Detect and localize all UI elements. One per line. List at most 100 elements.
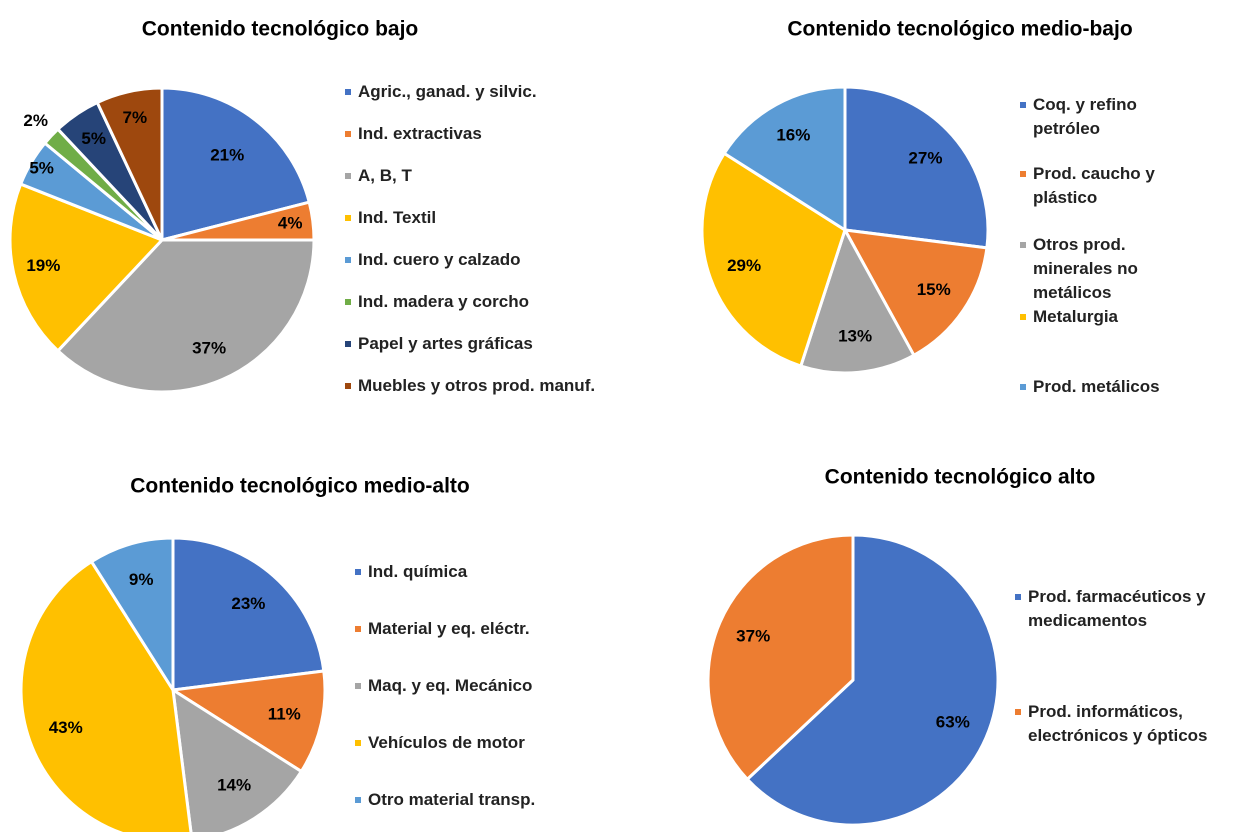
data-label: 43% <box>49 718 83 737</box>
pie-slice <box>843 85 990 250</box>
pie-slice <box>843 228 989 357</box>
legend-label: Prod. farmacéuticos y medicamentos <box>1028 587 1206 630</box>
pie-slice <box>95 86 164 242</box>
legend-item: Coq. y refino petróleo <box>1020 93 1203 141</box>
legend-item: Maq. y eq. Mecánico <box>355 674 628 698</box>
pie-slice <box>799 228 916 375</box>
legend-item: Ind. Textil <box>345 206 598 230</box>
legend-swatch <box>345 131 351 137</box>
pie-slice <box>160 86 311 242</box>
legend-label: Prod. caucho y plástico <box>1033 164 1155 207</box>
data-label: 9% <box>129 570 154 589</box>
pie-slice <box>19 560 193 832</box>
legend-swatch <box>1015 709 1021 715</box>
legend-item: Metalurgia <box>1020 305 1203 329</box>
legend-label: Agric., ganad. y silvic. <box>358 82 537 101</box>
data-label: 63% <box>936 713 970 732</box>
pie-slice <box>745 533 1000 827</box>
legend-item: Muebles y otros prod. manuf. <box>345 374 598 398</box>
legend-label: Maq. y eq. Mecánico <box>368 676 533 695</box>
legend-item: Prod. caucho y plástico <box>1020 162 1203 210</box>
legend-label: Ind. Textil <box>358 208 437 227</box>
legend-item: Papel y artes gráficas <box>345 332 598 356</box>
legend-label: Metalurgia <box>1033 307 1119 326</box>
legend-item: Agric., ganad. y silvic. <box>345 80 598 104</box>
legend-label: Ind. madera y corcho <box>358 292 529 311</box>
legend-swatch <box>1015 594 1021 600</box>
data-label: 7% <box>123 108 148 127</box>
legend-item: Prod. farmacéuticos y medicamentos <box>1015 585 1234 633</box>
chart-title: Contenido tecnológico medio-bajo <box>787 18 1132 41</box>
data-label: 5% <box>29 158 54 177</box>
legend-label: Otros prod. minerales no metálicos <box>1033 235 1138 302</box>
legend-swatch <box>355 626 361 632</box>
data-label: 13% <box>838 326 872 345</box>
legend-swatch <box>355 797 361 803</box>
legend-swatch <box>345 173 351 179</box>
pie-slice <box>700 151 847 368</box>
legend-label: Muebles y otros prod. manuf. <box>358 376 596 395</box>
legend-item: Otro material transp. <box>355 788 628 812</box>
data-label: 23% <box>231 594 265 613</box>
legend-item: Ind. extractivas <box>345 122 598 146</box>
pie-slice <box>56 238 316 394</box>
legend-swatch <box>345 341 351 347</box>
legend-item: Ind. cuero y calzado <box>345 248 598 272</box>
legend-swatch <box>345 215 351 221</box>
data-label: 21% <box>210 145 244 164</box>
legend-item: Prod. informáticos, electrónicos y óptic… <box>1015 700 1234 748</box>
legend-label: Ind. cuero y calzado <box>358 250 521 269</box>
legend-label: Prod. metálicos <box>1033 377 1160 396</box>
legend-item: Prod. metálicos <box>1020 375 1203 399</box>
data-label: 37% <box>192 338 226 357</box>
legend-item: Ind. química <box>355 560 628 584</box>
data-label: 14% <box>217 776 251 795</box>
data-label: 29% <box>727 256 761 275</box>
legend-label: Material y eq. eléctr. <box>368 619 530 638</box>
legend-swatch <box>355 683 361 689</box>
pie-slice <box>171 688 303 832</box>
legend-item: Material y eq. eléctr. <box>355 617 628 641</box>
legend-swatch <box>1020 314 1026 320</box>
legend-label: Vehículos de motor <box>368 733 525 752</box>
data-label: 16% <box>776 126 810 145</box>
legend-label: Papel y artes gráficas <box>358 334 533 353</box>
data-label: 15% <box>917 280 951 299</box>
legend-swatch <box>345 89 351 95</box>
data-label: 19% <box>26 256 60 275</box>
legend-swatch <box>345 383 351 389</box>
legend-swatch <box>345 257 351 263</box>
data-label: 5% <box>81 129 106 148</box>
legend-item: A, B, T <box>345 164 598 188</box>
data-label: 37% <box>736 626 770 645</box>
data-label: 27% <box>908 149 942 168</box>
legend-label: Otro material transp. <box>368 790 536 809</box>
legend-swatch <box>1020 384 1026 390</box>
legend-item: Otros prod. minerales no metálicos <box>1020 233 1203 305</box>
data-label: 2% <box>23 111 48 130</box>
legend-swatch <box>355 740 361 746</box>
chart-title: Contenido tecnológico bajo <box>142 18 419 41</box>
data-label: 4% <box>278 213 303 232</box>
chart-title: Contenido tecnológico alto <box>825 466 1096 489</box>
legend-label: Ind. extractivas <box>358 124 482 143</box>
legend-item: Ind. madera y corcho <box>345 290 598 314</box>
pie-slice <box>171 536 326 692</box>
pie-slice <box>171 669 327 773</box>
legend-swatch <box>1020 242 1026 248</box>
pie-slice <box>722 85 847 232</box>
data-label: 11% <box>268 704 301 723</box>
pie-slice <box>90 536 175 692</box>
legend-swatch <box>1020 171 1026 177</box>
legend-swatch <box>345 299 351 305</box>
legend-swatch <box>355 569 361 575</box>
legend-swatch <box>1020 102 1026 108</box>
legend-label: Ind. química <box>368 562 468 581</box>
legend-label: Coq. y refino petróleo <box>1033 95 1137 138</box>
legend-item: Vehículos de motor <box>355 731 628 755</box>
legend-label: A, B, T <box>358 166 412 185</box>
chart-title: Contenido tecnológico medio-alto <box>130 475 470 498</box>
legend-label: Prod. informáticos, electrónicos y óptic… <box>1028 702 1208 745</box>
